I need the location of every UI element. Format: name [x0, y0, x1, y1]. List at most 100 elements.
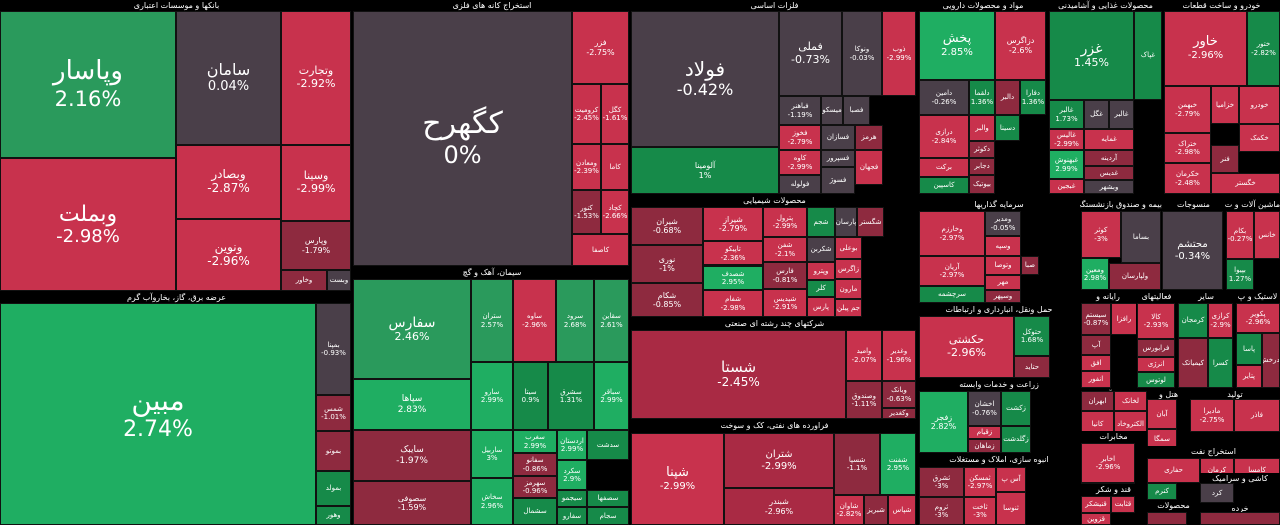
- stock-tile[interactable]: کچاد -2.66%: [601, 190, 629, 234]
- stock-tile[interactable]: زفجر 2.82%: [919, 391, 968, 453]
- stock-tile[interactable]: ونوکا -0.03%: [842, 11, 882, 96]
- stock-tile[interactable]: خاور -2.96%: [1164, 11, 1247, 86]
- sector-title[interactable]: خرده: [1231, 504, 1249, 513]
- stock-tile[interactable]: زقیام: [968, 426, 1001, 439]
- stock-tile[interactable]: شسپا -1.1%: [834, 433, 880, 495]
- stock-tile[interactable]: افق: [1081, 355, 1111, 371]
- stock-tile[interactable]: آپ: [1081, 335, 1111, 355]
- sector-title[interactable]: سرمایه گذاریها: [974, 200, 1024, 209]
- stock-tile[interactable]: بوعلی: [835, 237, 862, 259]
- sector-title[interactable]: شرکتهای چند رشته ای صنعتی: [724, 319, 825, 328]
- stock-tile[interactable]: ثاخت -3%: [964, 497, 996, 525]
- sector-title[interactable]: ساير: [1198, 292, 1214, 301]
- stock-tile[interactable]: جم پیلن: [835, 299, 862, 317]
- stock-tile[interactable]: کاصفا: [572, 234, 629, 266]
- stock-tile[interactable]: نوری -1%: [631, 245, 703, 283]
- stock-tile[interactable]: پخش 2.85%: [919, 11, 995, 80]
- stock-tile[interactable]: لوتوس: [1137, 372, 1175, 388]
- stock-tile[interactable]: [1147, 512, 1187, 525]
- stock-tile[interactable]: کنرم: [1147, 483, 1177, 500]
- stock-tile[interactable]: فزر -2.75%: [572, 11, 629, 84]
- sector-title[interactable]: بیمه و صندوق بازنشستگی: [1080, 200, 1162, 209]
- stock-tile[interactable]: پترول -2.99%: [763, 207, 807, 237]
- stock-tile[interactable]: سرچشمه: [919, 286, 985, 303]
- stock-tile[interactable]: والبر: [969, 115, 995, 141]
- stock-tile[interactable]: اخشان -0.76%: [968, 391, 1001, 426]
- stock-tile[interactable]: ساربیل 3%: [471, 430, 513, 478]
- stock-tile[interactable]: ثشرق -3%: [919, 467, 964, 497]
- stock-tile[interactable]: مبین 2.74%: [0, 303, 316, 525]
- stock-tile[interactable]: میسکو: [821, 96, 843, 125]
- stock-tile[interactable]: ولپارسان: [1109, 263, 1161, 290]
- stock-tile[interactable]: وکغدیر: [882, 408, 916, 419]
- stock-tile[interactable]: شتران -2.99%: [724, 433, 834, 488]
- stock-tile[interactable]: کرازی -2.9%: [1208, 303, 1233, 338]
- stock-tile[interactable]: مادیرا -2.75%: [1190, 399, 1234, 432]
- sector-title[interactable]: سیمان، آهک و گچ: [462, 268, 522, 277]
- stock-tile[interactable]: تاپیکو -2.36%: [703, 241, 763, 266]
- stock-tile[interactable]: پتایر: [1236, 365, 1262, 388]
- stock-tile[interactable]: زاگرس: [835, 259, 862, 279]
- stock-tile[interactable]: وپاسار 2.16%: [0, 11, 176, 158]
- stock-tile[interactable]: ختراک -2.98%: [1164, 133, 1211, 163]
- stock-tile[interactable]: وبملت -2.98%: [0, 158, 176, 291]
- stock-tile[interactable]: فرابورس: [1137, 339, 1175, 357]
- stock-tile[interactable]: خزامیا: [1211, 86, 1239, 124]
- stock-tile[interactable]: کرد: [1200, 483, 1234, 503]
- stock-tile[interactable]: ختور -2.82%: [1247, 11, 1280, 86]
- stock-tile[interactable]: وامید -2.07%: [846, 330, 882, 381]
- stock-tile[interactable]: بموتو: [316, 431, 351, 471]
- stock-tile[interactable]: بکام -0.27%: [1226, 211, 1254, 259]
- stock-tile[interactable]: زگلدشت: [1001, 426, 1031, 453]
- sector-title[interactable]: محصولات شیمیایی: [743, 196, 806, 205]
- stock-tile[interactable]: شگستر: [857, 207, 884, 237]
- stock-tile[interactable]: غالبر 1.73%: [1049, 100, 1084, 129]
- stock-tile[interactable]: سیتا 0.9%: [513, 362, 548, 430]
- stock-tile[interactable]: سخاش 2.96%: [471, 478, 513, 525]
- sector-title[interactable]: انبوه سازی، املاک و مستغلات: [949, 455, 1049, 464]
- stock-tile[interactable]: وپارس -1.79%: [281, 221, 351, 270]
- stock-tile[interactable]: حفاری: [1147, 458, 1200, 483]
- stock-tile[interactable]: شیران -0.68%: [631, 207, 703, 245]
- stock-tile[interactable]: قزوین: [1081, 513, 1111, 525]
- sector-title[interactable]: تولید: [1227, 390, 1243, 399]
- stock-tile[interactable]: کاما: [601, 144, 629, 190]
- stock-tile[interactable]: ساوه -2.96%: [513, 279, 556, 362]
- stock-tile[interactable]: شپدیس -2.91%: [763, 289, 807, 317]
- stock-tile[interactable]: لخانک: [1114, 391, 1147, 411]
- stock-tile[interactable]: سکرد 2.9%: [557, 460, 587, 490]
- stock-tile[interactable]: کگل -1.61%: [601, 84, 629, 144]
- sector-title[interactable]: عرضه برق، گاز، بخاروآب گرم: [126, 293, 227, 302]
- stock-tile[interactable]: سفانو -0.86%: [513, 453, 557, 476]
- sector-title[interactable]: خودرو و ساخت قطعات: [1182, 1, 1261, 10]
- stock-tile[interactable]: شصدف 2.95%: [703, 266, 763, 290]
- stock-tile[interactable]: حتوکل 1.68%: [1014, 316, 1050, 356]
- stock-tile[interactable]: سشرق 1.31%: [548, 362, 594, 430]
- stock-tile[interactable]: شیراز -2.79%: [703, 207, 763, 241]
- sector-title[interactable]: استخراج نفت: [1191, 447, 1236, 456]
- stock-tile[interactable]: شبندر -2.96%: [724, 488, 834, 525]
- stock-tile[interactable]: وغدیر -1.96%: [882, 330, 916, 381]
- stock-tile[interactable]: خگستر: [1211, 173, 1280, 194]
- sector-title[interactable]: حمل ونقل، انبارداری و ارتباطات: [945, 305, 1053, 314]
- stock-tile[interactable]: وسینا -2.99%: [281, 145, 351, 221]
- stock-tile[interactable]: سدشت: [587, 430, 629, 460]
- stock-tile[interactable]: فسوژ: [821, 167, 855, 194]
- stock-tile[interactable]: سفارس 2.46%: [353, 279, 471, 379]
- stock-tile[interactable]: وبشهر: [1084, 180, 1134, 194]
- stock-tile[interactable]: درازی -2.84%: [919, 115, 969, 158]
- stock-tile[interactable]: شفن -2.1%: [763, 237, 807, 262]
- stock-tile[interactable]: زماهان: [968, 439, 1001, 453]
- stock-tile[interactable]: ذوب -2.99%: [882, 11, 916, 96]
- stock-tile[interactable]: وخارزم -2.97%: [919, 211, 985, 256]
- stock-tile[interactable]: کنور -1.53%: [572, 190, 601, 234]
- stock-tile[interactable]: مهر: [985, 275, 1021, 290]
- stock-tile[interactable]: سصوفی -1.59%: [353, 481, 471, 525]
- stock-tile[interactable]: غالبر: [1109, 100, 1134, 129]
- stock-tile[interactable]: فولاد -0.42%: [631, 11, 779, 147]
- stock-tile[interactable]: بساما: [1121, 211, 1161, 263]
- stock-tile[interactable]: انرژی: [1137, 357, 1175, 372]
- stock-tile[interactable]: قنیشکر: [1081, 496, 1111, 513]
- stock-tile[interactable]: غزر 1.45%: [1049, 11, 1134, 100]
- stock-tile[interactable]: سامان 0.04%: [176, 11, 281, 145]
